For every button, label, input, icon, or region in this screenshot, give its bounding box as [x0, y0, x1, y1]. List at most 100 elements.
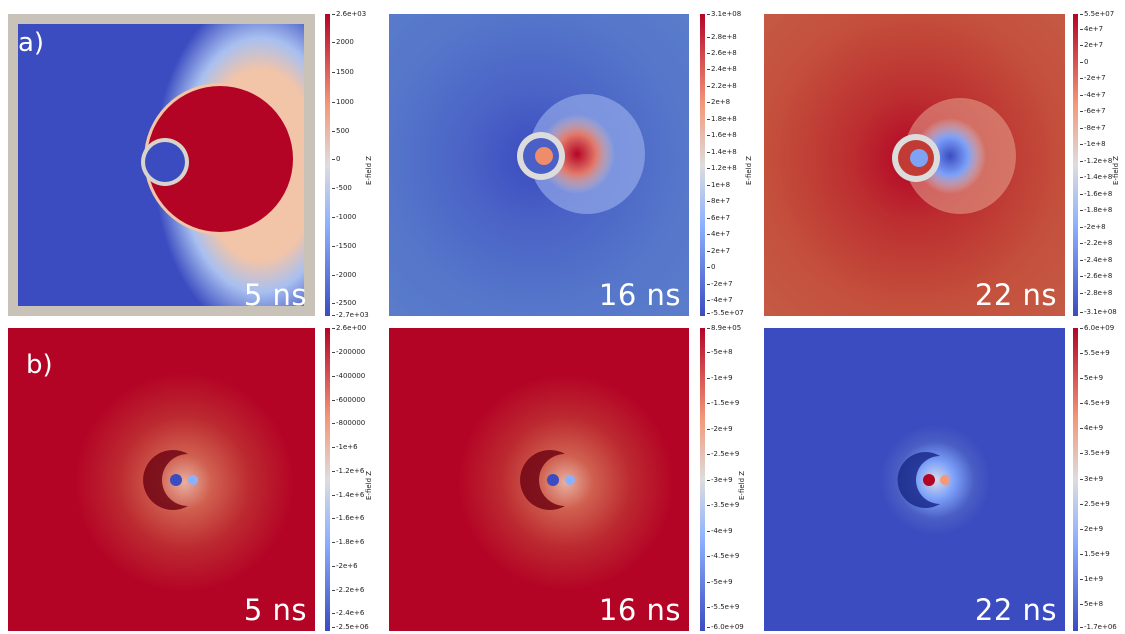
field-image [389, 14, 689, 316]
tick-label: -200000 [331, 348, 366, 356]
colorbar [700, 328, 705, 631]
tick-label: 1e+9 [1079, 575, 1104, 583]
field-plot: 22 ns [764, 328, 1065, 631]
tick-label: -3.1e+08 [1080, 308, 1117, 316]
field-image [8, 328, 315, 631]
tick-label: 4e+7 [706, 230, 731, 238]
tick-label: -2.4e+6 [331, 609, 365, 617]
tick-label: -5e+9 [707, 578, 733, 586]
tick-label: -1.8e+8 [1079, 206, 1113, 214]
tick-label: -3.5e+9 [706, 501, 740, 509]
tick-label: -1500 [331, 242, 357, 250]
tick-label: 6e+7 [706, 214, 731, 222]
tick-label: 8e+7 [706, 197, 731, 205]
tick-label: -2e+9 [707, 425, 733, 433]
tick-label: 2.6e+00 [331, 324, 367, 332]
field-plot: 22 ns [764, 14, 1065, 316]
tick-label: 4e+7 [1079, 25, 1104, 33]
tick-label: 2.6e+03 [331, 10, 367, 18]
tick-label: 1.8e+8 [707, 115, 737, 123]
colorbar [1073, 328, 1078, 631]
tick-label: 5.5e+9 [1080, 349, 1110, 357]
tick-label: -2e+6 [332, 562, 358, 570]
tick-label: 1.5e+9 [1080, 550, 1110, 558]
tick-label: -1.4e+8 [1079, 173, 1113, 181]
colorbar [700, 14, 705, 316]
time-label: 22 ns [974, 593, 1057, 627]
time-label: 5 ns [243, 278, 307, 312]
colorbar-title: E-field Z [1112, 155, 1120, 185]
tick-label: -4e+7 [707, 296, 733, 304]
tick-label: -1e+8 [1080, 140, 1106, 148]
tick-label: 0 [1079, 58, 1089, 66]
tick-label: 2e+7 [706, 247, 731, 255]
tick-label: 0 [331, 155, 341, 163]
tick-label: 4.5e+9 [1080, 399, 1110, 407]
field-image [764, 328, 1065, 631]
tick-label: -1.6e+8 [1079, 190, 1113, 198]
tick-label: -2e+7 [1080, 74, 1106, 82]
colorbar [325, 328, 330, 631]
tick-label: -800000 [331, 419, 366, 427]
tick-label: -4e+9 [707, 527, 733, 535]
colorbar-title: E-field Z [745, 155, 753, 185]
tick-label: -1000 [331, 213, 357, 221]
tick-label: 1.6e+8 [707, 131, 737, 139]
tick-label: 2e+7 [1079, 41, 1104, 49]
tick-label: -2e+8 [1080, 223, 1106, 231]
field-image [8, 14, 315, 316]
tick-label: -5e+8 [707, 348, 733, 356]
tick-label: -6e+7 [1080, 107, 1106, 115]
tick-label: -2.2e+6 [331, 586, 365, 594]
time-label: 16 ns [598, 593, 681, 627]
tick-label: -2500 [331, 299, 357, 307]
row-label-a: a) [18, 28, 45, 58]
tick-label: -4.5e+9 [706, 552, 740, 560]
tick-label: -4e+7 [1080, 91, 1106, 99]
tick-label: -1e+9 [707, 374, 733, 382]
tick-label: -1.2e+8 [1079, 157, 1113, 165]
tick-label: 0 [706, 263, 716, 271]
time-label: 22 ns [974, 278, 1057, 312]
tick-label: -1.4e+6 [331, 491, 365, 499]
tick-label: -5.5e+07 [707, 309, 744, 317]
tick-label: -500 [332, 184, 352, 192]
tick-label: -1e+6 [332, 443, 358, 451]
tick-label: -2.6e+8 [1079, 272, 1113, 280]
row-label-b: b) [26, 350, 53, 380]
colorbar-title: E-field Z [365, 155, 373, 185]
time-label: 16 ns [598, 278, 681, 312]
tick-label: -8e+7 [1080, 124, 1106, 132]
tick-label: 5e+9 [1079, 374, 1104, 382]
tick-label: 1000 [332, 98, 354, 106]
tick-label: -1.2e+6 [331, 467, 365, 475]
tick-label: 2e+8 [706, 98, 731, 106]
tick-label: -1.5e+9 [706, 399, 740, 407]
tick-label: 1.2e+8 [707, 164, 737, 172]
tick-label: 2.6e+8 [707, 49, 737, 57]
field-plot: 16 ns [389, 14, 689, 316]
colorbar [1073, 14, 1078, 316]
tick-label: -2.2e+8 [1079, 239, 1113, 247]
tick-label: -1.6e+6 [331, 514, 365, 522]
tick-label: -2.5e+9 [706, 450, 740, 458]
colorbar [325, 14, 330, 316]
tick-label: -2000 [331, 271, 357, 279]
tick-label: 2000 [332, 38, 354, 46]
tick-label: -600000 [331, 396, 366, 404]
colorbar-title: E-field Z [365, 470, 373, 500]
tick-label: 2e+9 [1079, 525, 1104, 533]
tick-label: -2e+7 [707, 280, 733, 288]
tick-label: 2.8e+8 [707, 33, 737, 41]
tick-label: 8.9e+05 [706, 324, 742, 332]
tick-label: -1.7e+06 [1080, 623, 1117, 631]
field-image [389, 328, 689, 631]
tick-label: 2.4e+8 [707, 65, 737, 73]
tick-label: 4e+9 [1079, 424, 1104, 432]
tick-label: 2.5e+9 [1080, 500, 1110, 508]
tick-label: 5e+8 [1079, 600, 1104, 608]
tick-label: -3e+9 [707, 476, 733, 484]
tick-label: -2.7e+03 [332, 311, 369, 319]
tick-label: 6.0e+09 [1079, 324, 1115, 332]
tick-label: 2.2e+8 [707, 82, 737, 90]
